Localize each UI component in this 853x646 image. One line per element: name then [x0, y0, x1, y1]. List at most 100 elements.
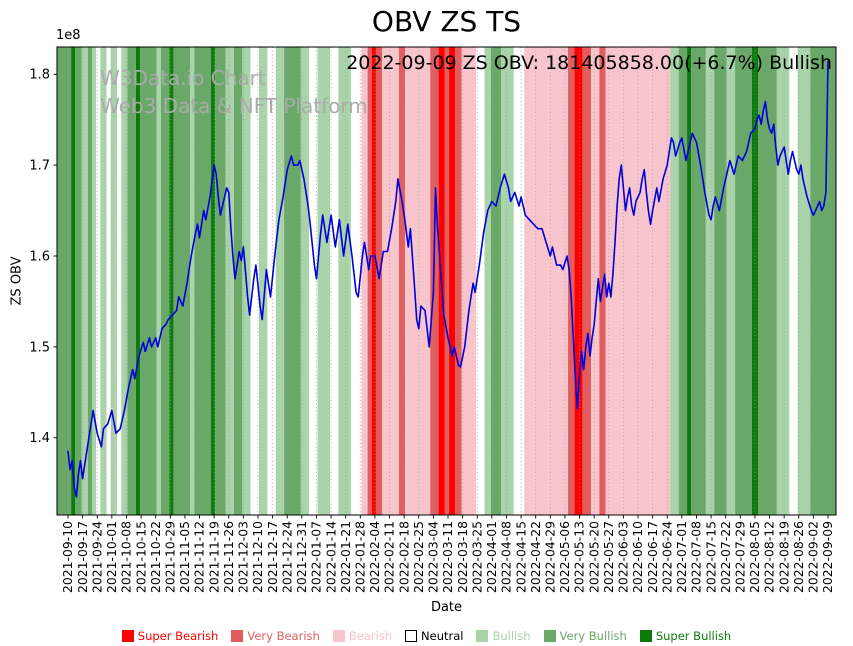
band-neutral — [330, 47, 339, 515]
x-tick-label: 2021-12-03 — [236, 521, 251, 593]
x-tick-label: 2022-02-11 — [382, 521, 397, 593]
band-neutral — [106, 47, 111, 515]
legend-item-very-bearish: Very Bearish — [231, 629, 320, 643]
very-bearish-swatch-icon — [231, 630, 244, 642]
y-axis-offset-label: 1e8 — [56, 28, 81, 43]
legend-label: Very Bearish — [247, 629, 320, 643]
band-bullish — [100, 47, 107, 515]
band-bearish — [524, 47, 569, 515]
x-tick-label: 2022-06-10 — [630, 521, 645, 593]
x-tick-label: 2022-07-08 — [689, 521, 704, 593]
band-super_bullish — [135, 47, 141, 515]
x-tick-label: 2021-10-29 — [163, 521, 178, 593]
x-tick-label: 2022-04-15 — [513, 521, 528, 593]
x-tick-label: 2021-12-10 — [250, 521, 265, 593]
x-tick-label: 2021-11-12 — [192, 521, 207, 593]
y-axis-label: ZS OBV — [9, 256, 25, 306]
band-bullish — [92, 47, 97, 515]
x-tick-label: 2021-09-24 — [89, 521, 104, 593]
band-bullish — [81, 47, 88, 515]
x-tick-label: 2022-01-28 — [353, 521, 368, 593]
x-tick-label: 2021-09-17 — [75, 521, 90, 593]
band-bullish — [484, 47, 491, 515]
x-tick-label: 2022-05-27 — [601, 521, 616, 593]
band-bullish — [338, 47, 351, 515]
x-tick-label: 2022-02-25 — [411, 521, 426, 593]
band-neutral — [96, 47, 101, 515]
band-very_bullish — [691, 47, 706, 515]
legend-label: Very Bullish — [559, 629, 627, 643]
band-bullish — [259, 47, 268, 515]
band-very_bullish — [127, 47, 136, 515]
x-tick-label: 2022-06-17 — [645, 521, 660, 593]
band-very_bullish — [233, 47, 243, 515]
band-very_bearish — [455, 47, 462, 515]
super-bearish-swatch-icon — [121, 630, 134, 642]
band-super_bullish — [71, 47, 76, 515]
x-tick-label: 2021-10-01 — [104, 521, 119, 593]
x-tick-label: 2021-12-31 — [294, 521, 309, 593]
x-tick-label: 2021-10-15 — [133, 521, 148, 593]
band-very_bullish — [75, 47, 82, 515]
band-super_bullish — [211, 47, 216, 515]
x-axis-label: Date — [430, 600, 463, 615]
x-tick-label: 2022-09-09 — [820, 521, 835, 593]
x-tick-label: 2022-06-03 — [616, 521, 631, 593]
x-tick-label: 2022-03-11 — [440, 521, 455, 593]
band-bearish — [591, 47, 600, 515]
x-tick-label: 2022-08-19 — [776, 521, 791, 593]
band-bearish — [382, 47, 399, 515]
x-tick-label: 2021-12-24 — [279, 521, 294, 593]
neutral-swatch-icon — [405, 630, 418, 642]
x-tick-label: 2022-04-01 — [484, 521, 499, 593]
x-tick-label: 2022-07-22 — [718, 521, 733, 593]
band-bullish — [225, 47, 234, 515]
band-very_bearish — [444, 47, 450, 515]
super-bullish-swatch-icon — [639, 630, 652, 642]
x-tick-label: 2022-07-01 — [674, 521, 689, 593]
x-tick-label: 2022-01-21 — [338, 521, 353, 593]
band-bullish — [121, 47, 128, 515]
x-tick-label: 2022-07-15 — [703, 521, 718, 593]
band-very_bearish — [599, 47, 606, 515]
latest-value-annotation: 2022-09-09 ZS OBV: 181405858.00(+6.7%) B… — [346, 52, 832, 74]
band-very_bullish — [57, 47, 72, 515]
zs-obv-line — [67, 60, 829, 498]
x-tick-label: 2022-05-20 — [586, 521, 601, 593]
band-bullish — [156, 47, 161, 515]
legend-item-super-bullish: Super Bullish — [639, 629, 731, 643]
band-very_bullish — [173, 47, 191, 515]
band-very_bearish — [398, 47, 406, 515]
y-tick-label: 1.4 — [29, 431, 50, 446]
band-neutral — [309, 47, 318, 515]
band-neutral — [250, 47, 260, 515]
band-very_bearish — [367, 47, 372, 515]
x-tick-label: 2022-09-02 — [806, 521, 821, 593]
band-bullish — [776, 47, 790, 515]
x-tick-label: 2022-03-18 — [455, 521, 470, 593]
band-very_bullish — [678, 47, 688, 515]
band-neutral — [350, 47, 362, 515]
band-bearish — [461, 47, 477, 515]
legend-label: Neutral — [421, 629, 464, 643]
band-bullish — [705, 47, 715, 515]
band-super_bullish — [169, 47, 174, 515]
band-very_bullish — [810, 47, 836, 515]
very-bullish-swatch-icon — [543, 630, 556, 642]
chart-title: OBV ZS TS — [371, 5, 522, 38]
y-tick-label: 1.7 — [29, 159, 50, 174]
band-bullish — [110, 47, 118, 515]
x-tick-label: 2022-08-12 — [762, 521, 777, 593]
legend-label: Bullish — [492, 629, 531, 643]
x-tick-label: 2021-11-19 — [206, 521, 221, 593]
legend-item-neutral: Neutral — [405, 629, 463, 643]
band-bullish — [300, 47, 310, 515]
band-very_bullish — [160, 47, 170, 515]
band-super_bullish — [687, 47, 692, 515]
band-bullish — [670, 47, 679, 515]
x-tick-label: 2022-07-29 — [733, 521, 748, 593]
band-super_bearish — [449, 47, 456, 515]
x-tick-label: 2022-01-07 — [309, 521, 324, 593]
band-bearish — [405, 47, 431, 515]
